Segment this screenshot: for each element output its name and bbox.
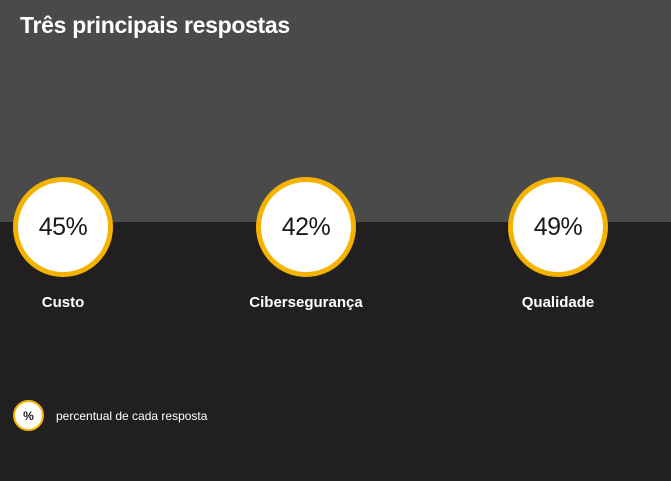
stat-label: Custo [41,294,85,311]
stat-value: 49% [533,212,583,241]
stat-circle: 49% [508,177,608,277]
stat-item: 49% Qualidade [458,177,658,311]
stat-circle: 42% [256,177,356,277]
stat-item: 45% Custo [0,177,163,311]
percent-badge-icon: % [13,400,44,431]
stat-circle: 45% [13,177,113,277]
stat-value: 42% [281,212,331,241]
stat-item: 42% Cibersegurança [206,177,406,311]
chart-title: Três principais respostas [20,12,290,38]
legend: % percentual de cada resposta [13,400,207,431]
stat-label: Cibersegurança [249,294,363,311]
stat-label: Qualidade [521,294,595,311]
stat-value: 45% [38,212,88,241]
legend-text: percentual de cada resposta [56,408,208,423]
